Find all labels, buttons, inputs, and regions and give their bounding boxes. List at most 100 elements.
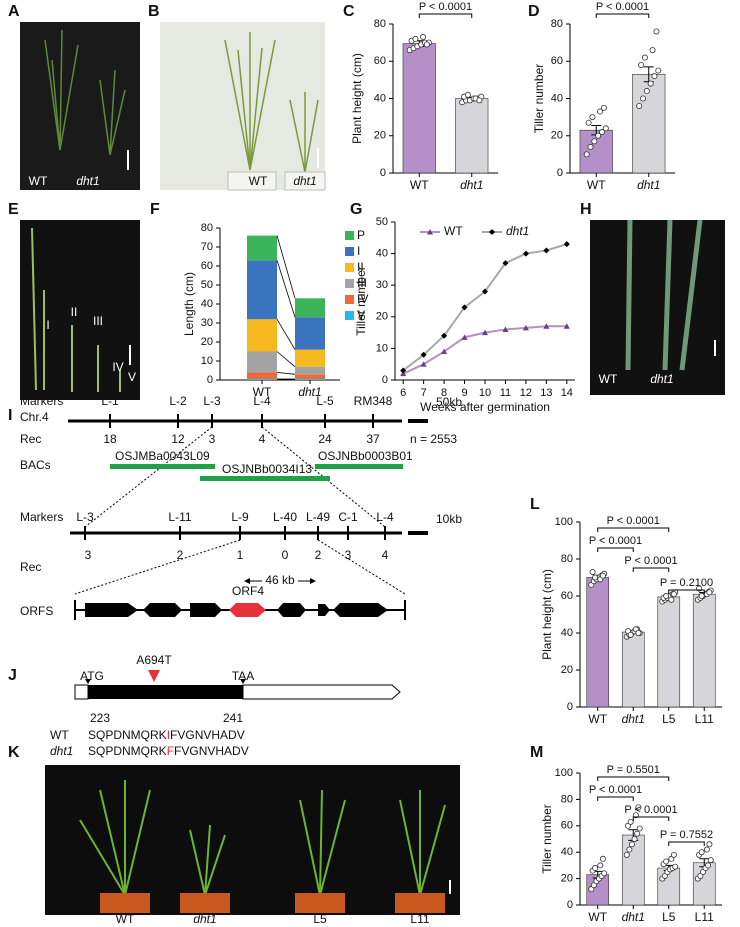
y-tick-label: 10 bbox=[201, 355, 213, 367]
data-point bbox=[626, 846, 633, 853]
connector bbox=[276, 235, 296, 299]
x-tick-label: WT bbox=[588, 910, 607, 924]
label: 4 bbox=[382, 548, 389, 562]
significance-bracket bbox=[668, 841, 705, 846]
data-point bbox=[597, 862, 604, 869]
x-tick-label: dht1 bbox=[622, 910, 645, 924]
significance-bracket bbox=[668, 589, 705, 594]
panel-label: I bbox=[8, 407, 12, 424]
y-tick-label: 0 bbox=[207, 374, 213, 386]
label: ATG bbox=[80, 669, 104, 683]
data-point bbox=[591, 138, 598, 145]
data-point bbox=[627, 818, 634, 825]
data-point bbox=[631, 836, 638, 843]
data-point bbox=[647, 80, 654, 87]
data-point bbox=[464, 91, 471, 98]
label: ORF4 bbox=[232, 584, 264, 598]
y-axis-label: Tiller number bbox=[532, 64, 546, 134]
data-point bbox=[663, 858, 670, 865]
label: L-40 bbox=[273, 510, 297, 524]
data-point bbox=[643, 88, 650, 95]
y-tick-label: 20 bbox=[561, 873, 573, 885]
x-tick-label: 6 bbox=[400, 387, 406, 399]
data-point bbox=[640, 95, 647, 102]
label: WT bbox=[50, 728, 69, 742]
label: 3 bbox=[209, 432, 216, 446]
data-point bbox=[635, 804, 642, 811]
label: 223 bbox=[90, 711, 110, 725]
data-point bbox=[420, 34, 427, 41]
panel-label: D bbox=[528, 3, 540, 20]
y-axis-label: Plant height (cm) bbox=[350, 53, 364, 144]
label: L-1 bbox=[101, 394, 119, 408]
pot bbox=[227, 171, 277, 191]
label: n = 2553 bbox=[410, 432, 457, 446]
label: 1 bbox=[237, 548, 244, 562]
stem-drawing bbox=[625, 219, 703, 371]
bar-segment bbox=[295, 374, 325, 380]
label: L-2 bbox=[169, 394, 187, 408]
internode-drawing bbox=[31, 227, 121, 392]
connector bbox=[276, 318, 296, 350]
label: L-49 bbox=[306, 510, 330, 524]
label: RM348 bbox=[354, 394, 393, 408]
y-tick-label: 0 bbox=[567, 701, 573, 713]
y-tick-label: 30 bbox=[376, 279, 388, 291]
marker bbox=[543, 323, 550, 329]
data-point bbox=[602, 125, 609, 132]
marker bbox=[240, 679, 246, 684]
significance-bracket bbox=[597, 547, 634, 552]
label: L-3 bbox=[203, 394, 221, 408]
label: L-9 bbox=[231, 510, 249, 524]
x-tick-label: L11 bbox=[695, 712, 714, 726]
x-tick-label: 12 bbox=[520, 387, 532, 399]
bar-segment bbox=[247, 372, 277, 380]
data-point bbox=[703, 846, 710, 853]
label: TAA bbox=[232, 669, 254, 683]
label: L-11 bbox=[168, 510, 191, 524]
label: 10kb bbox=[436, 512, 462, 526]
label: 46 kb bbox=[265, 573, 295, 587]
label: Markers bbox=[20, 394, 63, 408]
x-tick-label: L5 bbox=[662, 712, 676, 726]
legend-swatch bbox=[345, 279, 354, 288]
x-tick-label: dht1 bbox=[298, 385, 321, 399]
sequence: SQPDNMQRKIFVGNVHADV bbox=[88, 728, 245, 742]
utr bbox=[242, 684, 401, 700]
y-tick-label: 0 bbox=[557, 167, 563, 179]
label: 18 bbox=[103, 432, 117, 446]
data-point bbox=[635, 630, 642, 637]
data-point bbox=[627, 631, 634, 638]
marker bbox=[427, 229, 433, 235]
label: III bbox=[93, 314, 103, 328]
connector bbox=[276, 260, 296, 318]
data-point bbox=[663, 593, 670, 600]
label: IV bbox=[112, 360, 123, 374]
label: 2 bbox=[177, 548, 184, 562]
x-tick-label: 9 bbox=[461, 387, 467, 399]
data-point bbox=[705, 862, 712, 869]
data-point bbox=[706, 589, 713, 596]
y-axis-label: Plant height (cm) bbox=[540, 569, 554, 660]
arrow-head bbox=[244, 578, 250, 584]
y-tick-label: 60 bbox=[201, 260, 213, 272]
marker bbox=[502, 260, 509, 267]
p-value: P < 0.0001 bbox=[589, 535, 642, 547]
y-axis-label: Length (cm) bbox=[182, 272, 196, 336]
photo-h bbox=[590, 220, 725, 395]
legend-label: WT bbox=[444, 224, 463, 238]
data-point bbox=[698, 849, 705, 856]
y-tick-label: 20 bbox=[374, 130, 386, 142]
y-tick-label: 60 bbox=[561, 590, 573, 602]
data-point bbox=[670, 591, 677, 598]
data-point bbox=[707, 857, 714, 864]
y-tick-label: 0 bbox=[567, 899, 573, 911]
label: 37 bbox=[366, 432, 380, 446]
data-point bbox=[670, 851, 677, 858]
label: 24 bbox=[318, 432, 332, 446]
bar-segment bbox=[247, 351, 277, 373]
mutation-marker bbox=[148, 670, 160, 682]
data-point bbox=[583, 151, 590, 158]
bar-segment bbox=[295, 366, 325, 375]
label: OSJNBb0003B01 bbox=[318, 449, 413, 463]
